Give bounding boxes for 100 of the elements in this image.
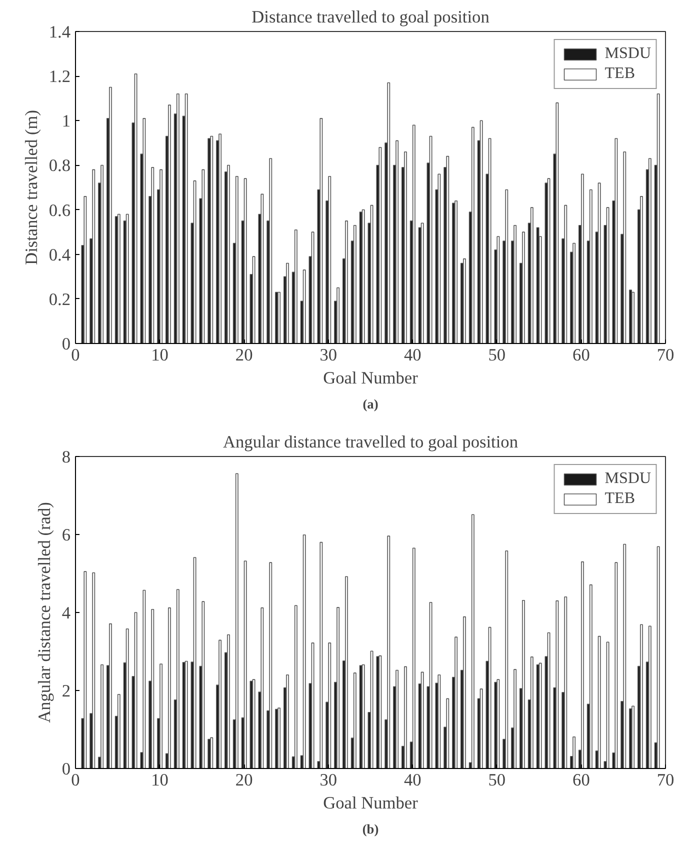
y-tick-label: 1 — [62, 112, 71, 131]
bar — [278, 292, 281, 344]
bar — [227, 164, 230, 344]
bar — [471, 126, 474, 344]
bar — [126, 214, 129, 344]
bar — [210, 737, 214, 768]
bar — [480, 120, 483, 344]
bar — [404, 151, 407, 344]
bar — [396, 140, 399, 344]
y-tick-label: 0.4 — [48, 245, 71, 264]
bar — [320, 118, 323, 344]
x-tick-label: 70 — [656, 346, 674, 364]
bar — [160, 169, 163, 344]
bar — [362, 664, 365, 768]
bar — [151, 608, 154, 768]
text: (a) — [362, 396, 378, 412]
x-tick-label: 40 — [404, 346, 422, 364]
x-tick-label: 50 — [488, 770, 506, 790]
legend-label: MSDU — [604, 470, 651, 488]
bar — [168, 104, 171, 344]
bar — [302, 270, 306, 344]
legend-label: TEB — [604, 65, 635, 83]
legend-label: MSDU — [604, 45, 651, 63]
bar — [454, 636, 458, 768]
bar — [656, 546, 660, 768]
x-tick-label: 30 — [320, 770, 338, 790]
bar — [117, 214, 120, 344]
x-tick-label: 10 — [151, 346, 168, 364]
bar — [109, 86, 112, 344]
x-tick-label: 40 — [404, 770, 422, 790]
bar — [353, 672, 356, 768]
bar — [235, 176, 238, 344]
bar — [589, 584, 592, 768]
bar — [614, 138, 618, 344]
bar — [126, 628, 129, 768]
bar — [387, 82, 390, 344]
x-tick-label: 60 — [572, 770, 590, 790]
bar — [328, 176, 332, 344]
x-tick-label: 60 — [572, 346, 590, 364]
chart-title: Distance travelled to goal position — [252, 8, 490, 26]
bar — [84, 196, 87, 344]
x-tick-label: 20 — [235, 770, 253, 790]
bar — [294, 605, 298, 768]
x-axis-title: Goal Number — [323, 368, 418, 388]
bar — [142, 590, 146, 768]
bar — [564, 204, 568, 344]
bar — [589, 189, 592, 344]
bar — [412, 124, 416, 344]
bar — [420, 672, 424, 768]
bar — [572, 736, 576, 768]
x-tick-label: 30 — [320, 346, 338, 364]
bar — [286, 262, 289, 344]
bar — [151, 167, 154, 344]
bar — [320, 542, 323, 768]
bar — [556, 600, 559, 768]
bar — [378, 655, 382, 768]
bar — [100, 664, 104, 768]
bar — [522, 232, 525, 344]
bar — [353, 224, 356, 344]
bar — [160, 664, 163, 768]
bar — [168, 607, 171, 768]
bar — [100, 164, 104, 344]
bar — [446, 156, 450, 344]
bar — [404, 666, 407, 768]
bar — [572, 242, 576, 344]
bar — [117, 694, 120, 768]
bar — [598, 182, 601, 344]
bar — [336, 287, 340, 344]
bar — [438, 174, 441, 344]
x-tick-label: 50 — [488, 346, 506, 364]
bar — [623, 151, 626, 344]
bar — [109, 623, 112, 768]
bar — [412, 548, 416, 768]
bar — [142, 118, 146, 344]
bar — [505, 189, 508, 344]
bar — [632, 292, 635, 344]
bar — [530, 207, 534, 344]
bar — [581, 174, 584, 344]
bar — [269, 562, 272, 768]
bar — [302, 534, 306, 768]
bar — [202, 601, 205, 768]
y-tick-label: 8 — [62, 448, 71, 466]
bar — [648, 158, 652, 344]
bar — [640, 196, 643, 344]
y-tick-label: 2 — [62, 682, 71, 700]
bar — [623, 544, 626, 768]
chart-title: Angular distance travelled to goal position — [223, 432, 518, 452]
bar — [420, 222, 424, 344]
bar — [176, 94, 180, 344]
bar — [286, 674, 289, 768]
bar — [210, 136, 214, 344]
bar — [260, 194, 264, 344]
bar — [581, 561, 584, 768]
y-tick-label: 1.4 — [48, 22, 71, 42]
bar — [235, 473, 238, 768]
y-tick-label: 0.2 — [48, 290, 71, 309]
bar — [227, 634, 230, 768]
bar — [378, 146, 382, 344]
x-tick-label: 70 — [656, 770, 674, 790]
bar — [176, 589, 180, 768]
